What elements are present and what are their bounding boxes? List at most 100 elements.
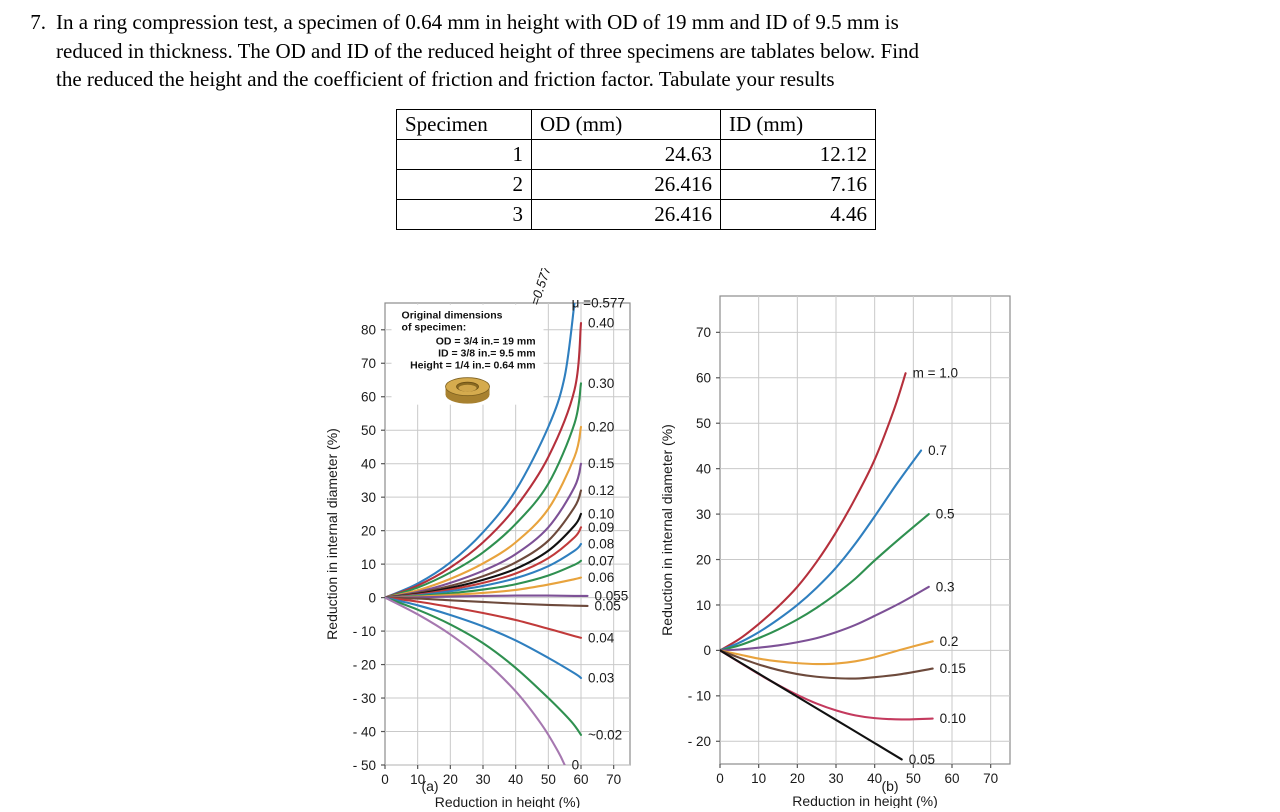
curves-group [720, 372, 934, 761]
y-tick-label: - 50 [353, 758, 376, 773]
y-tick-label: 50 [361, 423, 376, 438]
question-line-1: In a ring compression test, a specimen o… [56, 10, 899, 34]
curve-~0.02 [385, 596, 583, 736]
curve-0.2 [720, 640, 934, 666]
y-tick-label: 20 [361, 523, 376, 538]
curve-label-0.2: 0.2 [940, 634, 959, 649]
cell-od: 26.416 [531, 169, 721, 200]
ring-specimen-icon [445, 377, 490, 404]
curve-0.40 [385, 322, 583, 599]
curve-label-0.15: 0.15 [588, 456, 614, 471]
curve-0.05 [720, 649, 903, 761]
chart-b-svg: 0 10 20 30 40 50 60 70 - 20 - 10 0 10 20 30 40 50 60 70 Re… [659, 295, 1011, 808]
curve-0.15 [720, 649, 934, 680]
curve-label-0.10: 0.10 [940, 711, 966, 726]
x-axis-label: Reduction in height (%) [435, 794, 581, 808]
curve-label-0.20: 0.20 [588, 419, 614, 434]
y-tick-label: 80 [361, 323, 376, 338]
curve-label-0.577: μ =0.577 [572, 296, 625, 311]
curve-label-0.08: 0.08 [588, 537, 614, 552]
cell-id: 4.46 [720, 199, 876, 230]
curve-label-0.15: 0.15 [940, 661, 966, 676]
y-tick-label: 10 [696, 598, 711, 613]
y-tick-label: 30 [361, 490, 376, 505]
chart-panel-b: 0 10 20 30 40 50 60 70 - 20 - 10 0 10 20 30 40 50 60 70 Re… [640, 268, 1040, 808]
curve-label-0.055: 0.055 [595, 588, 629, 603]
table-header-row: Specimen OD (mm) ID (mm) [396, 109, 876, 140]
annotation-title-2: of specimen: [402, 322, 467, 334]
curve-label-0.05: 0.05 [595, 598, 621, 613]
x-axis-label: Reduction in height (%) [792, 793, 938, 808]
table-row: 1 24.63 12.12 [396, 139, 876, 170]
y-tick-label: 50 [696, 416, 711, 431]
figure-region: 0 10 20 30 40 50 60 70 - 50 - 40 - 30 - 20 - 10 0 10 20… [0, 248, 1280, 812]
cell-od: 26.416 [531, 199, 721, 230]
header-specimen: Specimen [396, 109, 532, 140]
annotation-id: ID = 3/8 in.= 9.5 mm [438, 348, 535, 360]
curve-label-0.04: 0.04 [588, 630, 615, 645]
curve-label-0.05: 0.05 [909, 752, 935, 767]
x-tick-label: 40 [867, 771, 882, 786]
x-tick-label: 50 [541, 772, 556, 787]
x-tick-label: 10 [751, 771, 766, 786]
y-tick-label: - 20 [688, 734, 711, 749]
x-tick-label: 60 [944, 771, 959, 786]
curve-0.7 [720, 449, 923, 652]
curve-label-0.3: 0.3 [936, 579, 955, 594]
curve-0.055 [385, 594, 589, 599]
y-tick-label: 30 [696, 507, 711, 522]
x-tick-label: 10 [410, 772, 425, 787]
x-tick-label: 0 [716, 771, 724, 786]
curve-0.3 [720, 585, 930, 652]
curve-label-0.40: 0.40 [588, 316, 614, 331]
curve-label-0.30: 0.30 [588, 376, 614, 391]
y-tick-label: 60 [696, 371, 711, 386]
header-od: OD (mm) [531, 109, 721, 140]
specimen-table-wrapper: Specimen OD (mm) ID (mm) 1 24.63 12.12 2… [396, 109, 876, 230]
y-tick-label: 10 [361, 557, 376, 572]
x-tick-label: 30 [828, 771, 843, 786]
chart-panel-a: 0 10 20 30 40 50 60 70 - 50 - 40 - 30 - 20 - 10 0 10 20… [200, 268, 660, 808]
y-tick-label: 0 [368, 590, 376, 605]
curve-0.5 [720, 513, 930, 652]
question-number: 7. [30, 10, 46, 34]
y-tick-label: 0 [703, 643, 711, 658]
chart-a-svg: 0 10 20 30 40 50 60 70 - 50 - 40 - 30 - 20 - 10 0 10 20… [324, 268, 631, 808]
cell-id: 7.16 [720, 169, 876, 200]
table-row: 2 26.416 7.16 [396, 169, 876, 200]
curve-0.20 [385, 425, 583, 599]
curve-0 [385, 596, 566, 765]
question-row: 7. In a ring compression test, a specime… [0, 8, 1280, 94]
x-tick-label: 30 [475, 772, 490, 787]
curve-label-0.12: 0.12 [588, 483, 614, 498]
x-tick-label: 0 [381, 772, 389, 787]
curve-label-0.10: 0.10 [588, 506, 614, 521]
curve-0.04 [385, 596, 583, 639]
y-axis-label: Reduction in internal diameter (%) [659, 424, 675, 636]
specimen-table: Specimen OD (mm) ID (mm) 1 24.63 12.12 2… [396, 109, 876, 230]
y-tick-label: 60 [361, 390, 376, 405]
curve-label-0.09: 0.09 [588, 520, 614, 535]
curve-0.30 [385, 382, 583, 599]
curve-0.12 [385, 489, 583, 599]
cell-specimen: 2 [396, 169, 532, 200]
curve-0.03 [385, 596, 583, 680]
question-line-3: the reduced the height and the coefficie… [56, 67, 835, 91]
caption-a: (a) [421, 778, 439, 794]
question-block: 7. In a ring compression test, a specime… [0, 0, 1280, 94]
header-id: ID (mm) [720, 109, 876, 140]
curve-0.15 [385, 462, 583, 599]
curve-1.0 [720, 372, 907, 652]
y-tick-label: - 40 [353, 724, 376, 739]
curve-label-0.07: 0.07 [588, 553, 614, 568]
cell-specimen: 3 [396, 199, 532, 230]
curve-label-0.03: 0.03 [588, 670, 614, 685]
annotation-od: OD = 3/4 in.= 19 mm [436, 336, 536, 348]
y-tick-label: - 10 [353, 624, 376, 639]
y-tick-label: - 20 [353, 657, 376, 672]
y-tick-label: 20 [696, 552, 711, 567]
y-tick-label: 70 [696, 325, 711, 340]
x-tick-label: 20 [790, 771, 805, 786]
cell-specimen: 1 [396, 139, 532, 170]
question-text: In a ring compression test, a specimen o… [56, 8, 919, 94]
